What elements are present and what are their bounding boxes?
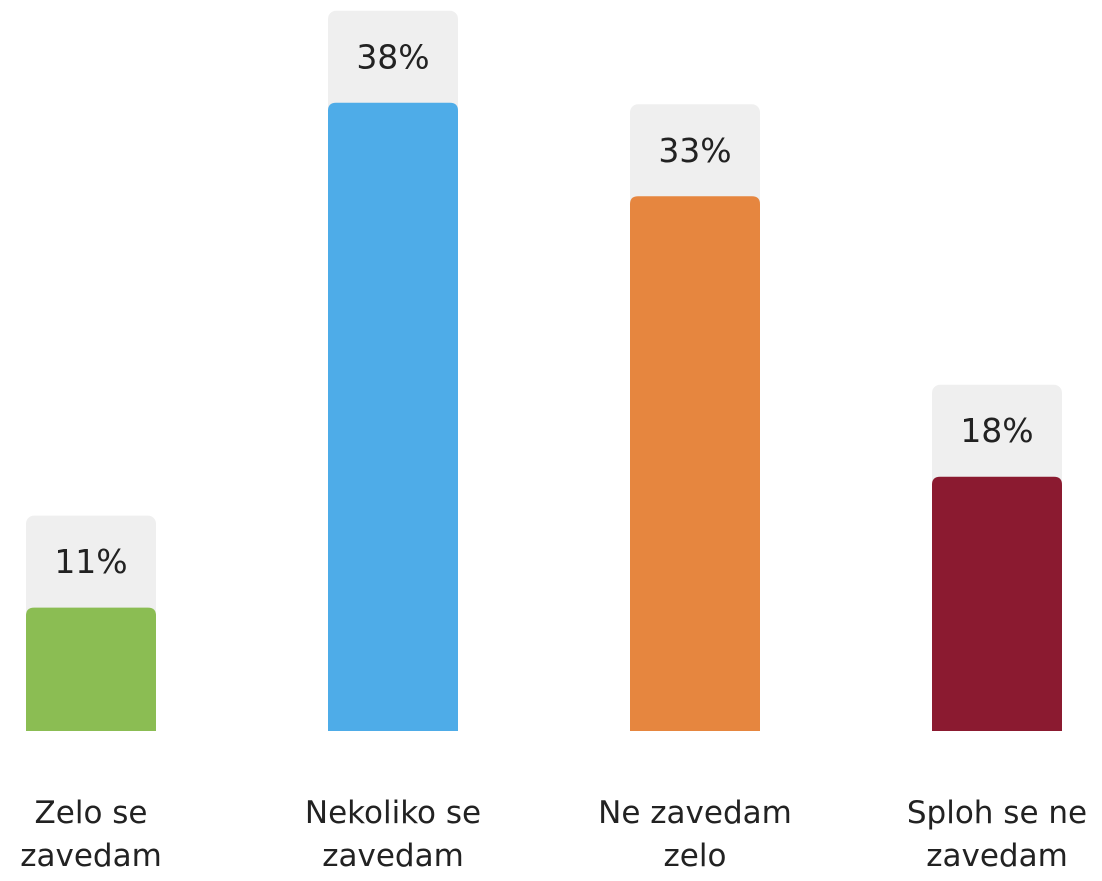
x-tick-label: Zelo se zavedam xyxy=(20,795,162,874)
x-tick-label: Ne zavedam zelo xyxy=(598,795,792,874)
value-label: 18% xyxy=(960,411,1033,450)
bar xyxy=(932,476,1062,731)
x-tick-label: Sploh se ne zavedam xyxy=(906,795,1088,874)
value-label: 33% xyxy=(658,131,731,170)
bar xyxy=(26,607,156,731)
bar xyxy=(630,196,760,732)
bar xyxy=(328,102,458,731)
value-label: 11% xyxy=(54,542,127,581)
value-label: 38% xyxy=(356,37,429,76)
x-tick-label: Nekoliko se zavedam xyxy=(304,795,482,874)
